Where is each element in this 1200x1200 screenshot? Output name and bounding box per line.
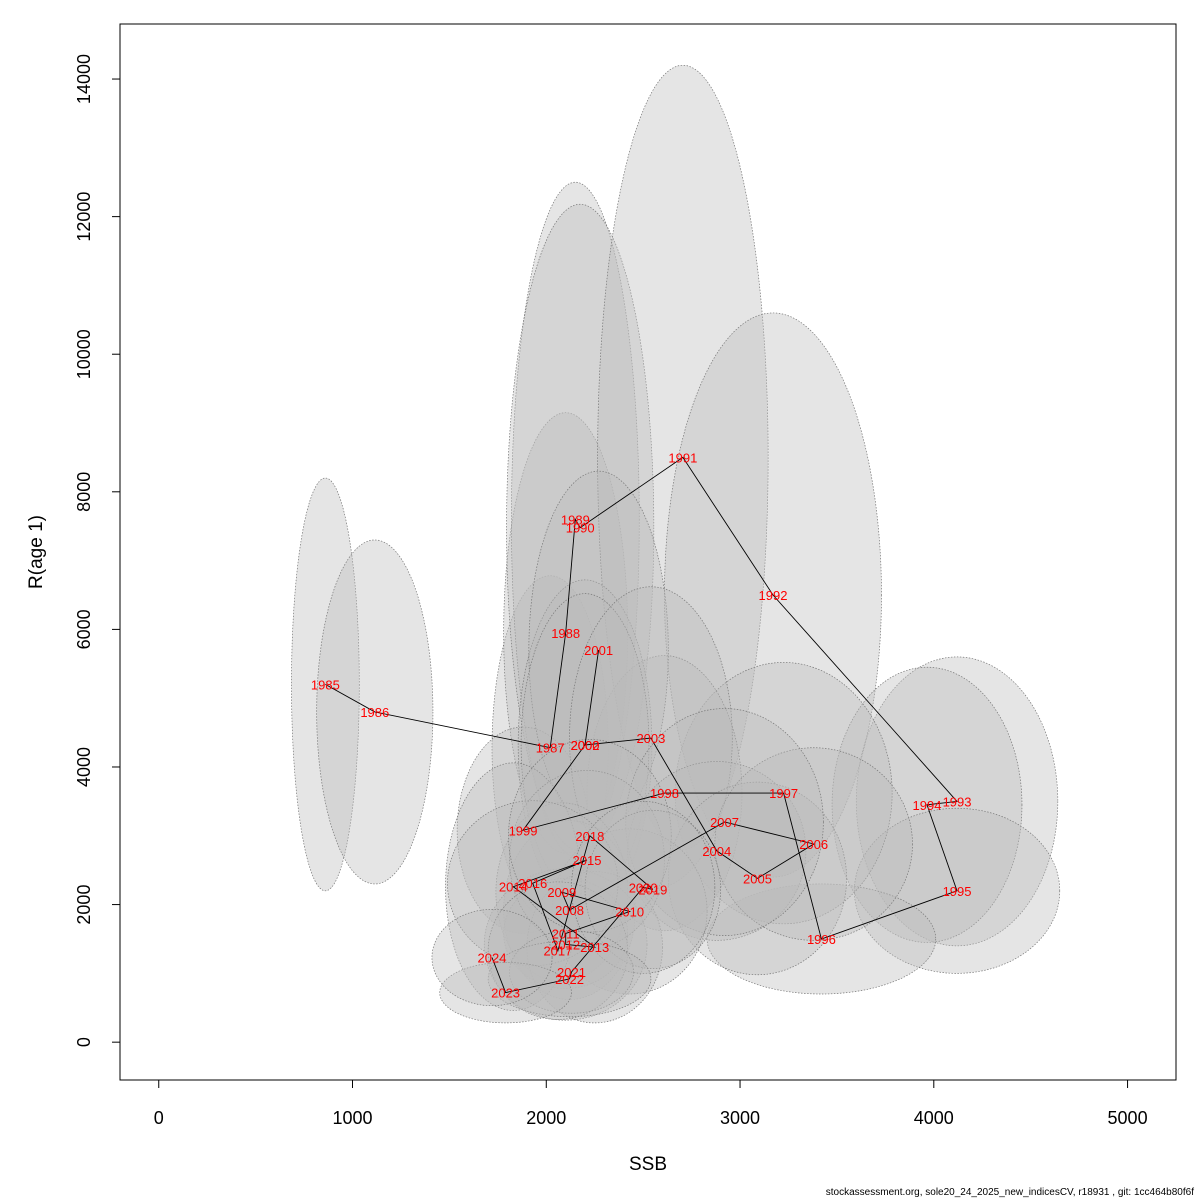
year-label-2005: 2005 [743, 871, 772, 886]
year-label-1999: 1999 [509, 823, 538, 838]
x-tick-label: 2000 [526, 1108, 566, 1128]
year-label-1997: 1997 [769, 786, 798, 801]
year-trajectory-line [325, 456, 958, 994]
year-label-2008: 2008 [555, 903, 584, 918]
year-label-1985: 1985 [311, 677, 340, 692]
uncertainty-ellipses [291, 64, 1061, 1024]
year-label-1998: 1998 [650, 786, 679, 801]
y-tick-label: 0 [74, 1037, 94, 1047]
year-label-2019: 2019 [638, 882, 667, 897]
x-tick-label: 5000 [1108, 1108, 1148, 1128]
year-label-1989: 1989 [561, 512, 590, 527]
year-labels: 1985198619871988198919901991199219931994… [311, 450, 972, 1000]
year-label-2021: 2021 [557, 965, 586, 980]
year-label-1987: 1987 [536, 741, 565, 756]
y-tick-label: 6000 [74, 609, 94, 649]
year-label-1992: 1992 [759, 588, 788, 603]
year-label-1991: 1991 [668, 450, 697, 465]
footer-note: stockassessment.org, sole20_24_2025_new_… [825, 1187, 1194, 1198]
year-label-2007: 2007 [710, 815, 739, 830]
year-label-1994: 1994 [913, 798, 942, 813]
x-tick-label: 1000 [332, 1108, 372, 1128]
year-label-1996: 1996 [807, 932, 836, 947]
year-label-2020: 2020 [629, 880, 658, 895]
y-axis-title: R(age 1) [26, 515, 47, 589]
x-tick-label: 4000 [914, 1108, 954, 1128]
year-path [325, 456, 958, 994]
year-label-2017: 2017 [543, 944, 572, 959]
year-label-2015: 2015 [573, 853, 602, 868]
year-label-2002: 2002 [571, 738, 600, 753]
year-label-2018: 2018 [575, 829, 604, 844]
year-label-1995: 1995 [943, 884, 972, 899]
y-axis: 0 2000 4000 6000 8000 10000 12000 14000 [74, 54, 121, 1047]
year-label-1993: 1993 [943, 794, 972, 809]
x-tick-label: 0 [154, 1108, 164, 1128]
year-label-2000: 2000 [571, 738, 600, 753]
year-label-2024: 2024 [478, 951, 507, 966]
year-label-2003: 2003 [636, 731, 665, 746]
year-label-2001: 2001 [584, 643, 613, 658]
y-tick-label: 8000 [74, 472, 94, 512]
year-label-2014: 2014 [499, 880, 528, 895]
y-tick-label: 12000 [74, 192, 94, 242]
year-label-2022: 2022 [555, 972, 584, 987]
y-tick-label: 10000 [74, 329, 94, 379]
year-label-2010: 2010 [615, 904, 644, 919]
year-label-1986: 1986 [360, 705, 389, 720]
x-tick-label: 3000 [720, 1108, 760, 1128]
year-label-2016: 2016 [518, 876, 547, 891]
year-label-2006: 2006 [799, 837, 828, 852]
x-axis-title: SSB [629, 1154, 667, 1175]
year-label-2013: 2013 [580, 940, 609, 955]
year-label-1990: 1990 [566, 521, 595, 536]
y-tick-label: 14000 [74, 54, 94, 104]
y-tick-label: 4000 [74, 747, 94, 787]
year-label-2012: 2012 [551, 937, 580, 952]
year-label-2011: 2011 [552, 926, 580, 941]
y-tick-label: 2000 [74, 885, 94, 925]
x-axis: 0 1000 2000 3000 4000 5000 [154, 1079, 1148, 1128]
year-label-2009: 2009 [547, 885, 576, 900]
year-label-2023: 2023 [491, 986, 520, 1001]
year-label-1988: 1988 [551, 626, 580, 641]
year-label-2004: 2004 [702, 844, 731, 859]
